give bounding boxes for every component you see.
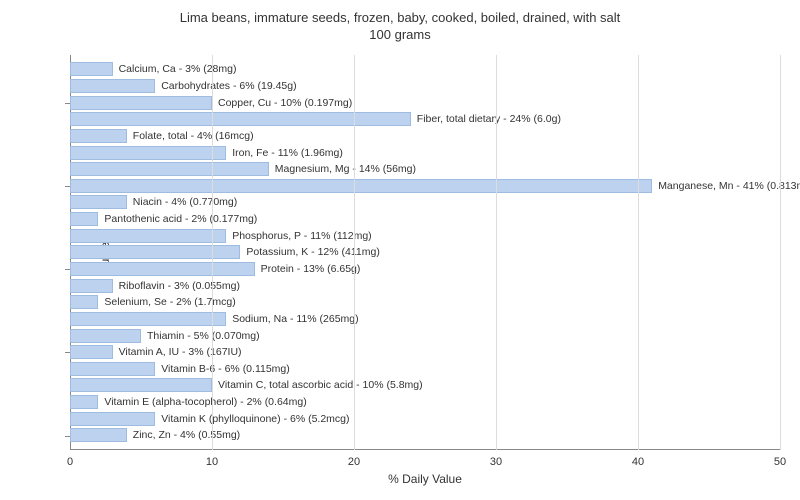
- bar: [70, 428, 127, 442]
- bar-row: Folate, total - 4% (16mcg): [70, 129, 780, 143]
- bar-label: Iron, Fe - 11% (1.96mg): [226, 147, 343, 159]
- bar: [70, 62, 113, 76]
- bar: [70, 112, 411, 126]
- chart-area: Nutrient Calcium, Ca - 3% (28mg)Carbohyd…: [70, 55, 780, 450]
- gridline: [496, 55, 497, 450]
- bar-label: Vitamin A, IU - 3% (167IU): [113, 346, 242, 358]
- bar-label: Manganese, Mn - 41% (0.813mg): [652, 180, 800, 192]
- bar: [70, 229, 226, 243]
- bar: [70, 179, 652, 193]
- bar-row: Protein - 13% (6.65g): [70, 262, 780, 276]
- bar: [70, 129, 127, 143]
- bar-label: Copper, Cu - 10% (0.197mg): [212, 97, 352, 109]
- x-tick-label: 40: [632, 456, 644, 468]
- x-tick-label: 50: [774, 456, 786, 468]
- bar-label: Selenium, Se - 2% (1.7mcg): [98, 296, 235, 308]
- bar-row: Manganese, Mn - 41% (0.813mg): [70, 179, 780, 193]
- y-tick-mark: [65, 436, 70, 437]
- bar-label: Vitamin K (phylloquinone) - 6% (5.2mcg): [155, 413, 349, 425]
- bar-label: Vitamin C, total ascorbic acid - 10% (5.…: [212, 379, 423, 391]
- bar-label: Magnesium, Mg - 14% (56mg): [269, 163, 416, 175]
- y-tick-mark: [65, 269, 70, 270]
- bar-row: Magnesium, Mg - 14% (56mg): [70, 162, 780, 176]
- bar-label: Carbohydrates - 6% (19.45g): [155, 80, 296, 92]
- bar-label: Vitamin E (alpha-tocopherol) - 2% (0.64m…: [98, 396, 306, 408]
- bar-row: Calcium, Ca - 3% (28mg): [70, 62, 780, 76]
- bar-label: Niacin - 4% (0.770mg): [127, 196, 237, 208]
- x-tick-label: 30: [490, 456, 502, 468]
- bar-row: Thiamin - 5% (0.070mg): [70, 329, 780, 343]
- bar-label: Zinc, Zn - 4% (0.55mg): [127, 429, 240, 441]
- bar-label: Calcium, Ca - 3% (28mg): [113, 63, 237, 75]
- x-axis-label: % Daily Value: [388, 472, 462, 486]
- bar-label: Pantothenic acid - 2% (0.177mg): [98, 213, 257, 225]
- gridline: [212, 55, 213, 450]
- plot-region: Calcium, Ca - 3% (28mg) Carbohydrates - 6…: [70, 55, 780, 450]
- bar-row: Vitamin E (alpha-tocopherol) - 2% (0.64m…: [70, 395, 780, 409]
- bar-label: Vitamin B-6 - 6% (0.115mg): [155, 363, 290, 375]
- bar: [70, 245, 240, 259]
- bar-row: Fiber, total dietary - 24% (6.0g): [70, 112, 780, 126]
- bar: [70, 295, 98, 309]
- chart-title: Lima beans, immature seeds, frozen, baby…: [0, 0, 800, 44]
- bar-row: Zinc, Zn - 4% (0.55mg): [70, 428, 780, 442]
- bar: [70, 362, 155, 376]
- x-tick-label: 10: [206, 456, 218, 468]
- gridline: [354, 55, 355, 450]
- bar-row: Potassium, K - 12% (411mg): [70, 245, 780, 259]
- bar: [70, 378, 212, 392]
- bar-row: Riboflavin - 3% (0.055mg): [70, 279, 780, 293]
- bar-row: Copper, Cu - 10% (0.197mg): [70, 96, 780, 110]
- bar: [70, 162, 269, 176]
- bar-row: Selenium, Se - 2% (1.7mcg): [70, 295, 780, 309]
- gridline: [780, 55, 781, 450]
- bar-label: Riboflavin - 3% (0.055mg): [113, 280, 240, 292]
- bar-label: Sodium, Na - 11% (265mg): [226, 313, 358, 325]
- title-line-1: Lima beans, immature seeds, frozen, baby…: [0, 10, 800, 27]
- bar: [70, 312, 226, 326]
- bar-row: Sodium, Na - 11% (265mg): [70, 312, 780, 326]
- y-tick-mark: [65, 352, 70, 353]
- x-axis-line: [70, 449, 780, 450]
- bar-label: Folate, total - 4% (16mcg): [127, 130, 254, 142]
- bar-label: Thiamin - 5% (0.070mg): [141, 330, 260, 342]
- bar: [70, 279, 113, 293]
- bar-row: Vitamin A, IU - 3% (167IU): [70, 345, 780, 359]
- bar: [70, 195, 127, 209]
- bar-label: Protein - 13% (6.65g): [255, 263, 361, 275]
- bar-label: Fiber, total dietary - 24% (6.0g): [411, 113, 561, 125]
- bar-row: Vitamin B-6 - 6% (0.115mg): [70, 362, 780, 376]
- bar: [70, 329, 141, 343]
- bar-row: Niacin - 4% (0.770mg): [70, 195, 780, 209]
- x-tick-label: 20: [348, 456, 360, 468]
- bar-row: Vitamin C, total ascorbic acid - 10% (5.…: [70, 378, 780, 392]
- bar: [70, 79, 155, 93]
- bar: [70, 96, 212, 110]
- bar: [70, 395, 98, 409]
- bar-row: Pantothenic acid - 2% (0.177mg): [70, 212, 780, 226]
- bar: [70, 212, 98, 226]
- bar-row: Phosphorus, P - 11% (112mg): [70, 229, 780, 243]
- bar-row: Iron, Fe - 11% (1.96mg): [70, 146, 780, 160]
- bar-row: Vitamin K (phylloquinone) - 6% (5.2mcg): [70, 412, 780, 426]
- bar: [70, 262, 255, 276]
- bar: [70, 412, 155, 426]
- bar-label: Potassium, K - 12% (411mg): [240, 246, 379, 258]
- bar: [70, 146, 226, 160]
- title-line-2: 100 grams: [0, 27, 800, 44]
- x-tick-label: 0: [67, 456, 73, 468]
- bars-container: Calcium, Ca - 3% (28mg) Carbohydrates - 6…: [70, 61, 780, 444]
- bar-row: Carbohydrates - 6% (19.45g): [70, 79, 780, 93]
- bar-label: Phosphorus, P - 11% (112mg): [226, 230, 372, 242]
- y-tick-mark: [65, 186, 70, 187]
- gridline: [638, 55, 639, 450]
- bar: [70, 345, 113, 359]
- y-tick-mark: [65, 103, 70, 104]
